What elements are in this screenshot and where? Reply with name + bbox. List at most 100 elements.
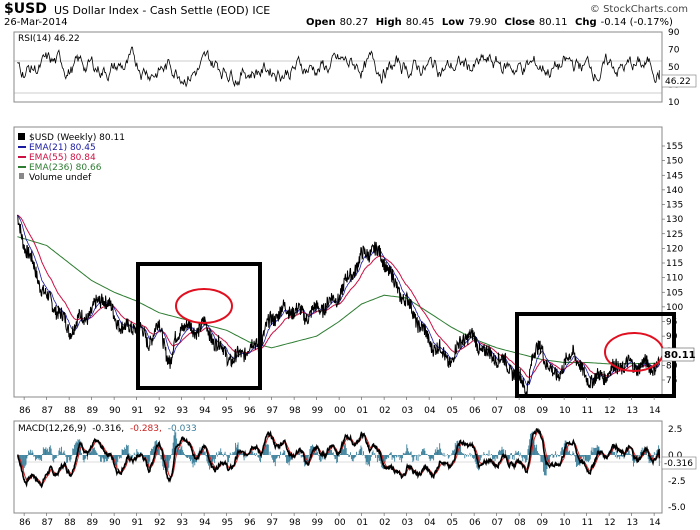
annotation-circle-1993 [175,288,233,324]
rsi-tick-label: 90 [668,28,680,38]
price-tick-label: 75 [666,376,677,386]
macd-value-1: -0.316, [92,424,124,434]
x-tick-label: 88 [64,406,76,416]
price-tick-label: 155 [666,142,683,152]
legend-ema55: EMA(55) 80.84 [29,153,96,163]
x-tick-label: 93 [177,406,188,416]
legend-swatch-price [18,133,25,140]
low-label: Low [441,17,465,28]
macd-label: MACD(12,26,9) -0.316, -0.283, -0.033 [18,424,197,434]
legend-volume: Volume undef [29,173,92,183]
x-tick-label: 89 [87,518,99,528]
price-tick-label: 140 [666,186,683,196]
macd-line [17,427,661,489]
brand-logo: © StockCharts.com [589,4,688,15]
date: 26-Mar-2014 [4,17,68,28]
x-tick-label: 14 [649,406,661,416]
macd-tick-label: -5.0 [668,503,686,513]
price-tick-label: 150 [666,157,683,167]
x-tick-label: 00 [334,406,346,416]
x-tick-label: 08 [514,406,526,416]
x-tick-label: 09 [537,406,549,416]
x-tick-label: 95 [222,406,233,416]
x-tick-label: 02 [379,518,390,528]
price-tick-label: 110 [666,274,683,284]
price-tick-label: 125 [666,230,683,240]
rsi-label: RSI(14) 46.22 [18,34,80,44]
rsi-tick-label: 10 [668,98,680,108]
x-tick-label: 06 [469,406,481,416]
macd-panel: MACD(12,26,9) -0.316, -0.283, -0.033 2.5… [13,420,697,528]
x-tick-label: 92 [154,406,165,416]
x-tick-label: 02 [379,406,390,416]
x-tick-label: 89 [87,406,99,416]
x-tick-label: 07 [492,518,503,528]
open-label: Open [306,17,336,28]
x-tick-label: 01 [357,406,368,416]
x-tick-label: 87 [42,518,53,528]
macd-tick-label: 0.0 [668,451,683,461]
x-tick-label: 12 [604,518,615,528]
x-tick-label: 00 [334,518,346,528]
price-tick-label: 90 [666,332,678,342]
x-tick-label: 01 [357,518,368,528]
x-tick-label: 06 [469,518,481,528]
price-tick-label: 130 [666,215,683,225]
rsi-current-value: 46.22 [665,77,691,87]
legend-ema236: EMA(236) 80.66 [29,163,102,173]
x-tick-label: 03 [402,406,413,416]
high-label: High [375,17,402,28]
x-tick-label: 04 [424,406,436,416]
x-tick-label: 94 [199,518,211,528]
price-tick-label: 120 [666,244,683,254]
annotation-box-1991-1995 [136,262,262,390]
rsi-panel: RSI(14) 46.22 9070503010 46.22 [13,28,697,108]
legend-ema21: EMA(21) 80.45 [29,143,96,153]
x-tick-label: 10 [559,518,571,528]
x-tick-label: 13 [627,518,638,528]
x-tick-label: 91 [132,518,143,528]
x-tick-label: 90 [109,406,121,416]
x-tick-label: 12 [604,406,615,416]
chg-label: Chg [575,17,597,28]
price-current-value: 80.11 [664,350,696,361]
price-tick-label: 135 [666,201,683,211]
price-tick-label: 105 [666,288,683,298]
rsi-current-tag [661,74,697,88]
x-tick-label: 96 [244,518,256,528]
symbol: $USD [4,1,47,17]
macd-current-tag [661,456,697,470]
x-tick-label: 04 [424,518,436,528]
description: US Dollar Index - Cash Settle (EOD) ICE [54,4,271,17]
ema236-line [17,236,659,365]
ohlc-readout: Open 80.27 High 80.45 Low 79.90 Close 80.11 … [306,17,677,28]
chg-value: -0.14 (-0.17%) [600,17,673,28]
x-tick-label: 94 [199,406,211,416]
x-tick-label: 98 [289,518,301,528]
x-tick-label: 13 [627,406,638,416]
x-tick-label: 08 [514,518,526,528]
x-tick-label: 99 [312,518,324,528]
x-tick-label: 05 [447,406,458,416]
x-tick-label: 11 [582,406,593,416]
x-tick-label: 99 [312,406,324,416]
price-panel: 1551501451401351301251201151101051009590… [13,126,696,416]
price-tick-label: 80 [666,361,678,371]
price-current-tag [661,347,695,362]
x-tick-label: 11 [582,518,593,528]
price-tick-label: 145 [666,171,683,181]
close-label: Close [504,17,535,28]
x-tick-label: 07 [492,406,503,416]
rsi-line [17,46,660,88]
x-tick-label: 92 [154,518,165,528]
x-tick-label: 91 [132,406,143,416]
chart-header: $USD US Dollar Index - Cash Settle (EOD)… [0,0,700,30]
x-tick-label: 95 [222,518,233,528]
macd-tick-label: -2.5 [668,477,686,487]
x-tick-label: 86 [19,406,31,416]
price-tick-label: 115 [666,259,683,269]
x-tick-label: 09 [537,518,549,528]
x-tick-label: 10 [559,406,571,416]
legend-price: $USD (Weekly) 80.11 [29,133,125,143]
